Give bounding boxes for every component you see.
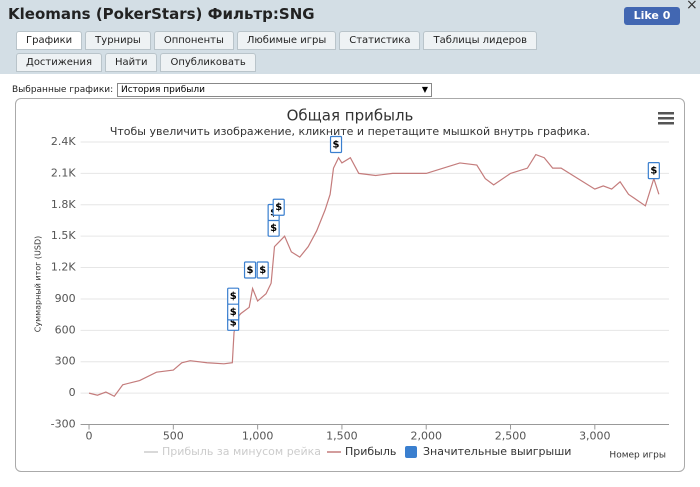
tabs: Графики Турниры Оппоненты Любимые игры Стати… xyxy=(16,31,616,72)
x-tick-label: 500 xyxy=(163,430,184,443)
x-tick-label: 3,000 xyxy=(579,430,611,443)
tab[interactable]: Опубликовать xyxy=(160,53,256,72)
flag-symbol: $ xyxy=(275,202,282,213)
close-button[interactable]: × xyxy=(686,0,698,13)
like-button[interactable]: Like 0 xyxy=(624,7,680,25)
win-flag: $ xyxy=(243,261,257,279)
profit-line xyxy=(88,153,660,398)
win-flag: $ xyxy=(267,219,280,237)
flag-symbol: $ xyxy=(230,291,237,302)
chart-subtitle: Чтобы увеличить изображение, кликните и … xyxy=(110,125,590,138)
x-tick-label: 0 xyxy=(86,430,93,443)
y-tick-label: 2.4K xyxy=(51,135,76,148)
win-flag: $ xyxy=(227,303,240,321)
flag-symbol: $ xyxy=(259,265,266,276)
legend-label: Прибыль за минусом рейка xyxy=(162,445,321,458)
legend-label: Значительные выигрыши xyxy=(423,445,571,458)
tab[interactable]: Найти xyxy=(104,53,158,72)
legend-label: Прибыль xyxy=(345,445,396,458)
selector[interactable]: История прибыли xyxy=(117,83,432,97)
selector-label: Выбранные графики: xyxy=(12,85,114,95)
y-tick-label: 1.2K xyxy=(51,261,76,274)
flag-symbol: $ xyxy=(230,317,237,328)
flag-box xyxy=(329,135,343,154)
tab[interactable]: Таблицы лидеров xyxy=(423,31,537,50)
menu-icon[interactable] xyxy=(658,112,674,125)
x-tick-label: 1,500 xyxy=(326,430,358,443)
flag-box xyxy=(256,261,269,279)
win-flag: $ xyxy=(272,198,285,216)
win-flag: $ xyxy=(647,162,660,180)
flag-symbol: $ xyxy=(247,265,254,276)
x-axis-label: Номер игры xyxy=(609,451,666,461)
y-tick-label: -300 xyxy=(51,418,76,431)
flag-box xyxy=(272,198,285,216)
flag-symbol: $ xyxy=(230,307,237,318)
y-tick-label: 2.1K xyxy=(51,166,76,179)
y-tick-label: 1.8K xyxy=(51,198,76,211)
tab[interactable]: Статистика xyxy=(339,31,421,50)
win-flag: $ xyxy=(329,135,343,154)
chart-box: Общая прибыль Чтобы увеличить изображени… xyxy=(15,98,685,472)
y-tick-label: 900 xyxy=(55,292,76,305)
tab[interactable]: Турниры xyxy=(85,31,151,50)
flag-box xyxy=(647,162,660,180)
y-tick-label: 1.5K xyxy=(51,229,76,242)
y-axis-label: Суммарный итог (USD) xyxy=(34,236,43,333)
y-tick-label: 0 xyxy=(69,386,76,399)
chart-title: Общая прибыль xyxy=(287,107,414,125)
legend-swatch xyxy=(405,446,417,458)
flag-symbol: $ xyxy=(333,139,340,150)
flag-symbol: $ xyxy=(650,166,657,177)
tab[interactable]: Оппоненты xyxy=(153,31,234,50)
chart: Общая прибыль Чтобы увеличить изображени… xyxy=(34,107,674,461)
x-tick-label: 2,500 xyxy=(495,430,527,443)
y-tick-label: 600 xyxy=(55,323,76,336)
win-flag: $ xyxy=(227,287,240,305)
flag-box xyxy=(227,287,240,305)
tab[interactable]: Графики xyxy=(16,31,83,50)
window-title: Kleomans (PokerStars) Фильтр:SNG xyxy=(8,5,315,23)
flag-symbol: $ xyxy=(270,223,277,234)
x-tick-label: 1,000 xyxy=(242,430,274,443)
win-flag: $ xyxy=(256,261,269,279)
y-tick-label: 300 xyxy=(55,355,76,368)
x-tick-label: 2,000 xyxy=(410,430,442,443)
tab[interactable]: Достижения xyxy=(16,53,102,72)
flag-box xyxy=(243,261,257,279)
tab[interactable]: Любимые игры xyxy=(236,31,337,50)
